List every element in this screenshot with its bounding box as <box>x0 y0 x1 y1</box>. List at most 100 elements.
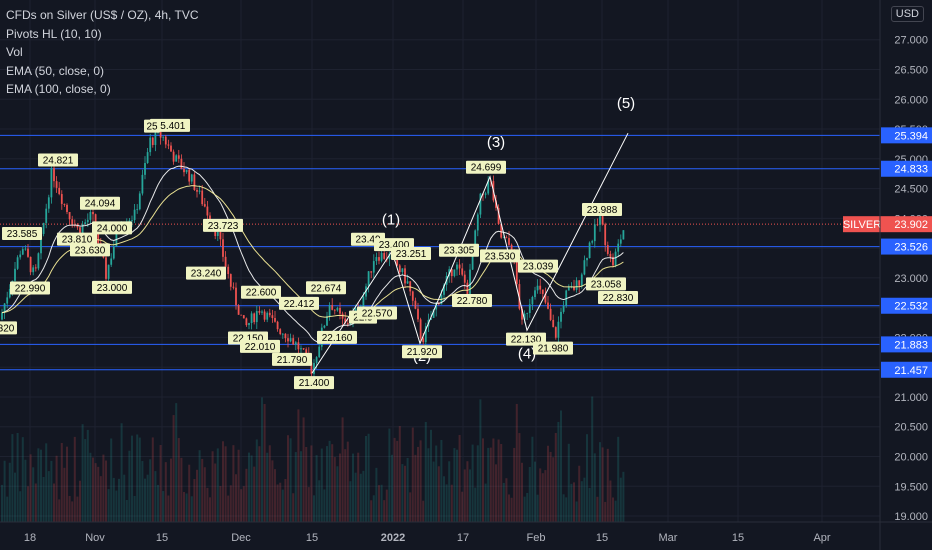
candle-body <box>474 230 477 255</box>
volume-bar <box>102 454 105 522</box>
pivot-label: 23.723 <box>208 221 239 232</box>
time-axis-label: 15 <box>156 532 168 544</box>
candle-body <box>112 246 115 259</box>
volume-bar <box>305 446 308 522</box>
volume-bar <box>190 496 193 522</box>
indicator-ema-50[interactable]: EMA (50, close, 0) <box>6 63 105 78</box>
volume-bar <box>92 457 94 522</box>
candle-body <box>263 311 266 320</box>
volume-bar <box>586 434 588 522</box>
volume-bar <box>287 435 289 522</box>
volume-bar <box>567 443 570 522</box>
currency-button[interactable]: USD <box>890 6 924 22</box>
volume-bar <box>138 437 141 522</box>
candle-body <box>271 315 274 319</box>
indicator-pivots[interactable]: Pivots HL (10, 10) <box>6 26 102 41</box>
candle-body <box>232 286 235 288</box>
volume-bar <box>560 410 562 522</box>
pivot-label-bg <box>144 119 160 133</box>
pivot-label: 23.585 <box>7 229 38 240</box>
candle-body <box>281 333 284 335</box>
pivot-label-bg <box>2 227 42 241</box>
volume-bar <box>300 451 302 522</box>
pivot-label: 21.400 <box>299 378 330 389</box>
volume-bar <box>144 478 146 522</box>
pivot-label: 22.150 <box>233 333 264 344</box>
candle-body <box>461 268 464 275</box>
pivot-label-bg <box>186 266 226 280</box>
time-axis-label: 18 <box>24 532 36 544</box>
volume-bar <box>292 493 295 522</box>
candle-body <box>154 132 157 145</box>
volume-bar <box>398 426 401 522</box>
horizontal-levels[interactable] <box>0 134 880 371</box>
time-axis-label: Feb <box>527 532 546 544</box>
pivot-label-bg <box>533 341 573 355</box>
candle-body <box>63 203 66 205</box>
volume-bar <box>404 465 406 522</box>
candle-body <box>515 260 518 285</box>
volume-bar <box>474 487 477 522</box>
pivot-label: 23.039 <box>523 262 554 273</box>
volume-bar <box>3 460 6 522</box>
time-axis-label: 15 <box>306 532 318 544</box>
candle-body <box>188 169 191 182</box>
volume-bar <box>601 447 604 522</box>
volume-bar <box>544 470 547 522</box>
volume-bar <box>393 437 396 522</box>
volume-bar <box>237 449 240 522</box>
volume-bar <box>588 487 591 522</box>
volume-bar <box>370 500 373 522</box>
candle-body <box>193 174 196 191</box>
indicator-ema-100[interactable]: EMA (100, close, 0) <box>6 82 111 96</box>
candle-body <box>596 224 599 226</box>
indicator-vol[interactable]: Vol <box>6 45 23 59</box>
candle-body <box>60 194 63 204</box>
symbol-title[interactable]: CFDs on Silver (US$ / OZ), 4h, TVC <box>6 8 199 22</box>
volume-bar <box>383 500 386 522</box>
volume-bar <box>310 445 313 522</box>
level-price-tag <box>881 297 932 314</box>
volume-bar <box>359 473 362 522</box>
volume-bar <box>79 480 81 522</box>
candle-body <box>248 323 250 326</box>
candle-body <box>341 313 344 319</box>
volume-bar <box>591 396 594 522</box>
level-price-text: 25.394 <box>894 130 928 142</box>
candle-body <box>411 291 414 301</box>
candle-body <box>578 280 581 286</box>
candle-body <box>302 348 305 350</box>
candle-body <box>279 329 282 335</box>
candle-body <box>484 193 487 195</box>
volume-bar <box>476 445 479 522</box>
candle-body <box>219 232 222 240</box>
candle-body <box>310 362 313 374</box>
volume-bar <box>609 480 612 522</box>
pivot-label-bg <box>70 243 110 257</box>
volume-bar <box>437 466 440 522</box>
candle-body <box>42 222 45 234</box>
volume-bar <box>453 448 456 522</box>
candle-body <box>531 296 534 305</box>
candle-body <box>1 312 3 320</box>
pivot-label-bg <box>241 285 281 299</box>
candle-body <box>66 204 68 212</box>
volume-bar <box>250 455 253 522</box>
volume-bar <box>409 492 412 522</box>
pivot-label-bg <box>466 160 506 174</box>
candle-body <box>224 256 227 267</box>
candle-body <box>544 293 547 303</box>
volume-bar <box>580 481 583 522</box>
candle-body <box>401 268 404 273</box>
candle-body <box>471 254 474 270</box>
volume-bar <box>336 466 339 522</box>
volume-bar <box>120 423 123 522</box>
volume-bar <box>557 421 560 522</box>
volume-bar <box>326 446 328 522</box>
volume-bar <box>32 467 35 522</box>
pivot-label: 23.251 <box>396 249 427 260</box>
volume-bar <box>445 484 448 522</box>
volume-bar <box>333 457 336 522</box>
